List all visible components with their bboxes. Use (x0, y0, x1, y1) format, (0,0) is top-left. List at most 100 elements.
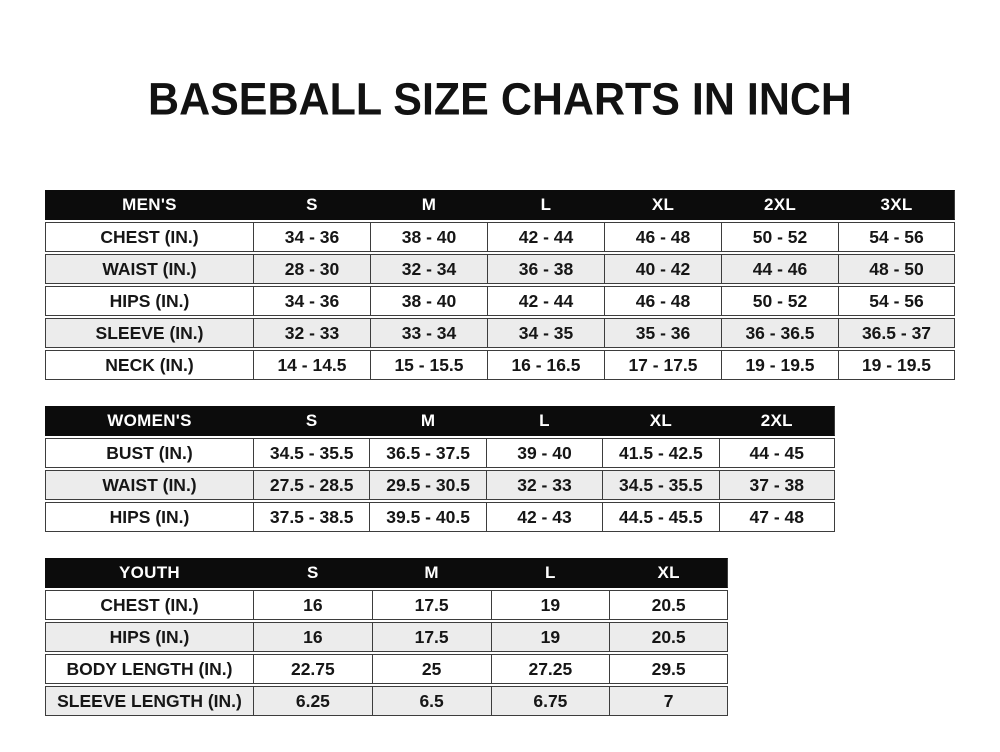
size-value: 36 - 38 (487, 254, 604, 284)
size-value: 44 - 45 (718, 438, 835, 468)
size-value: 28 - 30 (253, 254, 370, 284)
size-value: 29.5 - 30.5 (369, 470, 486, 500)
table-row: HIPS (IN.) 34 - 36 38 - 40 42 - 44 46 - 48 50… (45, 286, 955, 316)
row-label: WAIST (IN.) (45, 470, 253, 500)
size-value: 36.5 - 37 (838, 318, 955, 348)
size-tables-container: MEN'S S M L XL 2XL 3XL CHEST (IN.) 34 - 36 38 - 4… (45, 188, 955, 740)
table-row: HIPS (IN.) 16 17.5 19 20.5 (45, 622, 728, 652)
size-value: 16 (253, 622, 372, 652)
size-value: 42 - 43 (485, 502, 603, 532)
size-value: 22.75 (253, 654, 372, 684)
size-value: 6.75 (490, 686, 610, 716)
size-value: 32 - 33 (485, 470, 603, 500)
size-value: 19 (490, 622, 610, 652)
size-value: 35 - 36 (604, 318, 721, 348)
row-label: BUST (IN.) (45, 438, 253, 468)
size-value: 44.5 - 45.5 (602, 502, 719, 532)
youth-table-title: YOUTH (45, 558, 253, 588)
size-value: 29.5 (609, 654, 728, 684)
size-value: 42 - 44 (487, 286, 604, 316)
size-value: 36 - 36.5 (721, 318, 838, 348)
size-value: 39.5 - 40.5 (369, 502, 486, 532)
column-header-m: M (371, 558, 491, 588)
size-value: 48 - 50 (838, 254, 955, 284)
column-header-m: M (370, 190, 487, 220)
row-label: HIPS (IN.) (45, 286, 253, 316)
youth-header-row: YOUTH S M L XL (45, 558, 728, 588)
column-header-l: L (485, 406, 603, 436)
size-value: 54 - 56 (838, 222, 955, 252)
size-value: 19 - 19.5 (721, 350, 838, 380)
table-row: SLEEVE (IN.) 32 - 33 33 - 34 34 - 35 35 - 36… (45, 318, 955, 348)
column-header-s: S (253, 406, 370, 436)
size-value: 15 - 15.5 (370, 350, 487, 380)
row-label: HIPS (IN.) (45, 622, 253, 652)
page-title: BASEBALL SIZE CHARTS IN INCH (148, 74, 852, 126)
size-value: 37 - 38 (718, 470, 835, 500)
size-value: 25 (371, 654, 491, 684)
column-header-2xl: 2XL (718, 406, 835, 436)
table-row: NECK (IN.) 14 - 14.5 15 - 15.5 16 - 16.5 17 … (45, 350, 955, 380)
mens-size-table: MEN'S S M L XL 2XL 3XL CHEST (IN.) 34 - 36 38 - 4… (45, 188, 955, 382)
size-value: 46 - 48 (604, 222, 721, 252)
size-value: 33 - 34 (370, 318, 487, 348)
table-row: BUST (IN.) 34.5 - 35.5 36.5 - 37.5 39 - 40 4… (45, 438, 835, 468)
column-header-l: L (490, 558, 610, 588)
size-value: 34 - 36 (253, 286, 370, 316)
womens-header-row: WOMEN'S S M L XL 2XL (45, 406, 835, 436)
size-value: 44 - 46 (721, 254, 838, 284)
size-value: 6.25 (253, 686, 372, 716)
size-value: 46 - 48 (604, 286, 721, 316)
table-row: CHEST (IN.) 16 17.5 19 20.5 (45, 590, 728, 620)
table-row: WAIST (IN.) 27.5 - 28.5 29.5 - 30.5 32 - 33… (45, 470, 835, 500)
size-value: 27.5 - 28.5 (253, 470, 370, 500)
column-header-xl: XL (602, 406, 719, 436)
column-header-s: S (253, 558, 372, 588)
size-value: 27.25 (490, 654, 610, 684)
size-value: 19 (490, 590, 610, 620)
row-label: SLEEVE LENGTH (IN.) (45, 686, 253, 716)
size-value: 50 - 52 (721, 286, 838, 316)
size-value: 39 - 40 (485, 438, 603, 468)
size-value: 17 - 17.5 (604, 350, 721, 380)
mens-header-row: MEN'S S M L XL 2XL 3XL (45, 190, 955, 220)
table-row: BODY LENGTH (IN.) 22.75 25 27.25 29.5 (45, 654, 728, 684)
size-value: 41.5 - 42.5 (602, 438, 719, 468)
column-header-3xl: 3XL (838, 190, 955, 220)
size-value: 14 - 14.5 (253, 350, 370, 380)
row-label: NECK (IN.) (45, 350, 253, 380)
row-label: HIPS (IN.) (45, 502, 253, 532)
column-header-xl: XL (609, 558, 728, 588)
column-header-l: L (487, 190, 604, 220)
size-value: 36.5 - 37.5 (369, 438, 486, 468)
youth-size-table: YOUTH S M L XL CHEST (IN.) 16 17.5 19 20.5 HIPS (I… (45, 556, 728, 718)
size-value: 34 - 35 (487, 318, 604, 348)
table-row: CHEST (IN.) 34 - 36 38 - 40 42 - 44 46 - 48 5… (45, 222, 955, 252)
size-value: 20.5 (609, 622, 728, 652)
size-value: 54 - 56 (838, 286, 955, 316)
size-value: 40 - 42 (604, 254, 721, 284)
size-value: 19 - 19.5 (838, 350, 955, 380)
size-value: 38 - 40 (370, 286, 487, 316)
size-value: 6.5 (371, 686, 491, 716)
size-value: 7 (609, 686, 728, 716)
size-value: 17.5 (371, 590, 491, 620)
womens-size-table: WOMEN'S S M L XL 2XL BUST (IN.) 34.5 - 35.5 36.5… (45, 404, 835, 534)
table-row: HIPS (IN.) 37.5 - 38.5 39.5 - 40.5 42 - 43 4… (45, 502, 835, 532)
womens-table-title: WOMEN'S (45, 406, 253, 436)
row-label: CHEST (IN.) (45, 222, 253, 252)
size-value: 32 - 34 (370, 254, 487, 284)
column-header-m: M (369, 406, 486, 436)
row-label: BODY LENGTH (IN.) (45, 654, 253, 684)
column-header-xl: XL (604, 190, 721, 220)
column-header-s: S (253, 190, 370, 220)
size-value: 37.5 - 38.5 (253, 502, 370, 532)
row-label: SLEEVE (IN.) (45, 318, 253, 348)
size-value: 34.5 - 35.5 (602, 470, 719, 500)
size-value: 50 - 52 (721, 222, 838, 252)
size-value: 17.5 (371, 622, 491, 652)
size-value: 34 - 36 (253, 222, 370, 252)
size-value: 16 (253, 590, 372, 620)
size-value: 34.5 - 35.5 (253, 438, 370, 468)
